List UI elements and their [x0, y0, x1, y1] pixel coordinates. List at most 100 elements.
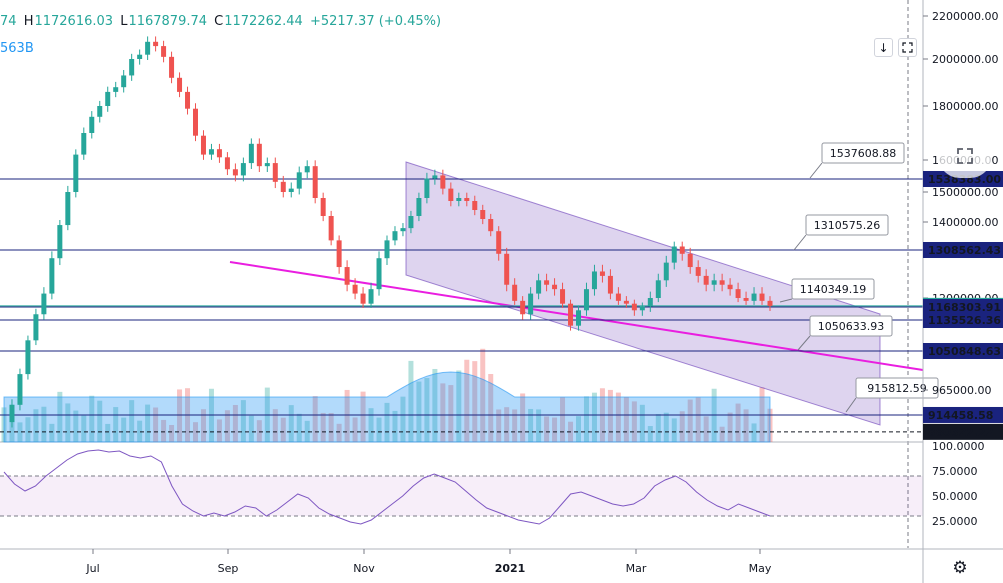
- candle-body: [232, 169, 238, 176]
- volume-bar: [360, 391, 366, 442]
- candle-body: [384, 240, 390, 259]
- candle-body: [615, 293, 621, 301]
- candle-body: [607, 275, 613, 294]
- axis-tick-label: 2000000.00: [932, 53, 998, 66]
- candle-body: [272, 163, 278, 182]
- volume-bar: [400, 396, 406, 442]
- candle-body: [177, 77, 183, 92]
- candle-body: [583, 289, 589, 311]
- candle-body: [408, 216, 414, 229]
- volume-bar: [368, 408, 374, 442]
- download-button[interactable]: ↓: [874, 38, 893, 57]
- volume-bar: [320, 412, 326, 442]
- axis-tick-label: 2200000.00: [932, 10, 998, 23]
- callout-label: 915812.59: [867, 382, 927, 395]
- volume-bar: [472, 361, 478, 442]
- expand-icon: [957, 148, 973, 164]
- volume-bar: [248, 415, 254, 442]
- volume-bar: [240, 400, 246, 442]
- candle-body: [727, 284, 733, 290]
- candle-body: [256, 143, 262, 167]
- time-tick-label: Jul: [85, 562, 99, 575]
- open-value: 74: [0, 14, 17, 29]
- candle-body: [623, 300, 629, 304]
- candle-body: [400, 228, 406, 232]
- candle-body: [81, 133, 87, 155]
- volume-average: [3, 371, 771, 443]
- volume-bar: [719, 426, 725, 442]
- candle-body: [49, 258, 55, 294]
- close-value: 1172262.44: [224, 14, 303, 29]
- volume-bar: [591, 392, 597, 442]
- price-marker-label: 1168303.91: [928, 301, 1001, 314]
- candle-body: [328, 216, 334, 241]
- candle-body: [153, 41, 159, 47]
- volume-bar: [200, 409, 206, 442]
- rsi-line: [3, 449, 771, 525]
- candle-body: [336, 240, 342, 268]
- volume-bar: [49, 423, 55, 442]
- candle-body: [296, 172, 302, 189]
- candle-body: [368, 289, 374, 304]
- callout-label: 1050633.93: [818, 320, 884, 333]
- candle-body: [599, 271, 605, 276]
- price-marker-bg: [923, 311, 1003, 328]
- chart-background: [0, 0, 923, 548]
- time-tick-label: Nov: [353, 562, 375, 575]
- volume-bar: [496, 409, 502, 442]
- volume-bar: [145, 404, 151, 442]
- volume-bar: [216, 419, 222, 442]
- fullscreen-icon: [902, 42, 913, 53]
- volume-bar: [647, 426, 653, 442]
- volume-bar: [488, 374, 494, 442]
- low-value: 1167879.74: [128, 14, 208, 29]
- volume-bar: [607, 389, 613, 442]
- volume-bar: [280, 417, 286, 442]
- volume-bar: [161, 419, 167, 442]
- price-marker-bg: [923, 241, 1003, 258]
- volume-bar: [615, 392, 621, 442]
- plot-area: [0, 0, 923, 548]
- volume-bar: [671, 418, 677, 442]
- candle-body: [240, 163, 246, 176]
- rsi-tick-label: 50.0000: [932, 490, 978, 503]
- price-axis[interactable]: 2200000.002000000.001800000.001600000.00…: [922, 0, 1003, 583]
- channel-band: [405, 161, 881, 426]
- volume-bar: [687, 399, 693, 442]
- fullscreen-button[interactable]: [898, 38, 917, 57]
- callout-pointer: [809, 162, 823, 179]
- price-callouts[interactable]: 1537608.88 1310575.26 1140349.19 1050633.93…: [779, 142, 939, 413]
- callout-pointer: [845, 397, 857, 413]
- volume-bar: [663, 412, 669, 442]
- candle-body: [767, 300, 773, 306]
- time-axis[interactable]: Jul Sep Nov 2021 Mar May: [0, 548, 1003, 575]
- high-value: 1172616.03: [34, 14, 114, 29]
- volume-bar: [232, 404, 238, 442]
- volume-bar: [583, 396, 589, 442]
- expand-button[interactable]: [938, 134, 992, 178]
- candle-body: [560, 289, 566, 304]
- volume-bar: [424, 378, 430, 442]
- rsi-tick-label: 75.0000: [932, 465, 978, 478]
- candle-body: [488, 219, 494, 232]
- candle-body: [352, 284, 358, 294]
- volume-bar: [464, 359, 470, 442]
- volume-bar: [328, 412, 334, 442]
- candle-body: [432, 175, 438, 179]
- volume-bar: [376, 417, 382, 442]
- candle-body: [145, 41, 151, 55]
- volume-bar: [288, 405, 294, 442]
- volume-bar: [631, 401, 637, 442]
- volume-bar: [384, 402, 390, 442]
- candle-body: [512, 284, 518, 301]
- price-marker-bg: [923, 298, 1003, 315]
- volume-bar: [528, 408, 534, 442]
- candle-body: [631, 303, 637, 311]
- candle-body: [655, 280, 661, 298]
- volume-bar: [552, 417, 558, 442]
- candle-body: [208, 149, 214, 155]
- settings-gear-icon[interactable]: ⚙: [952, 558, 968, 578]
- candle-body: [41, 293, 47, 315]
- volume-bar: [352, 417, 358, 442]
